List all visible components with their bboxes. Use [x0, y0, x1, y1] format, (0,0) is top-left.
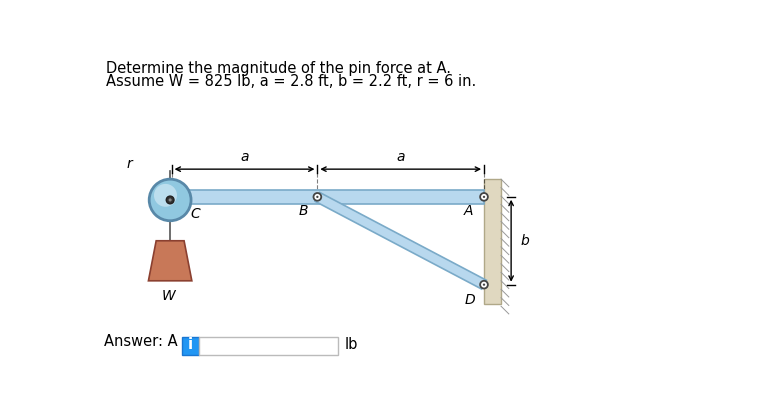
Text: C: C: [190, 207, 200, 221]
Text: Answer: A =: Answer: A =: [104, 334, 199, 349]
Circle shape: [317, 196, 319, 198]
Text: B: B: [299, 204, 308, 218]
Circle shape: [480, 281, 488, 288]
Text: b: b: [520, 234, 529, 248]
Polygon shape: [315, 193, 486, 289]
Text: Assume W = 825 lb, a = 2.8 ft, b = 2.2 ft, r = 6 in.: Assume W = 825 lb, a = 2.8 ft, b = 2.2 f…: [106, 74, 476, 90]
Text: a: a: [397, 150, 405, 164]
Circle shape: [149, 179, 191, 221]
Polygon shape: [148, 241, 191, 281]
Text: W: W: [161, 289, 175, 303]
Circle shape: [482, 196, 485, 198]
Text: lb: lb: [344, 337, 358, 352]
Circle shape: [482, 283, 485, 286]
Text: A: A: [464, 204, 473, 218]
Circle shape: [154, 184, 177, 207]
FancyBboxPatch shape: [181, 337, 199, 356]
Circle shape: [168, 198, 171, 202]
Circle shape: [166, 196, 174, 204]
FancyBboxPatch shape: [199, 337, 338, 356]
Polygon shape: [170, 190, 484, 204]
Text: a: a: [240, 150, 249, 164]
Text: i: i: [188, 337, 193, 352]
Text: r: r: [126, 157, 132, 171]
Text: D: D: [465, 293, 476, 307]
Circle shape: [313, 193, 321, 201]
Polygon shape: [484, 179, 501, 304]
Circle shape: [480, 193, 488, 201]
Text: Determine the magnitude of the pin force at A.: Determine the magnitude of the pin force…: [106, 61, 451, 76]
